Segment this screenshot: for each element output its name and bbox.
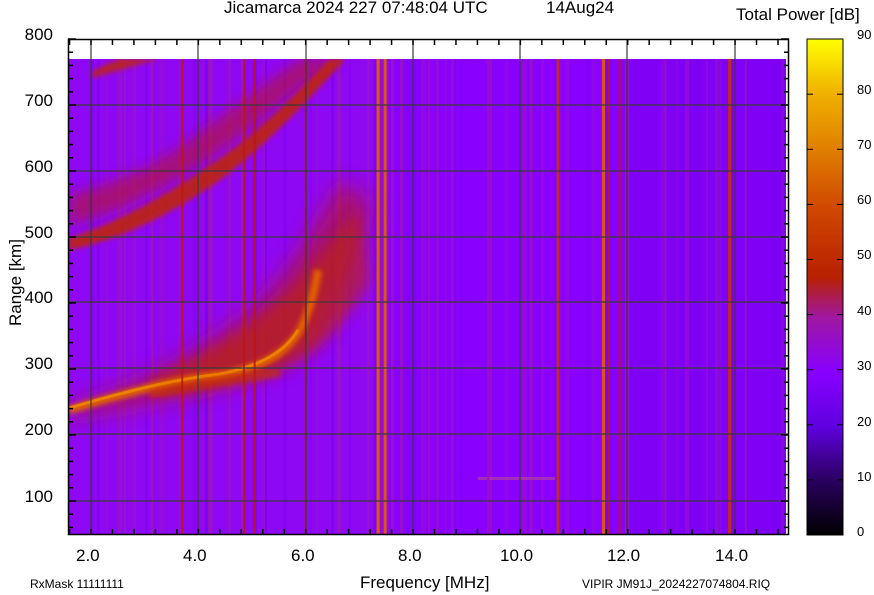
colorbar-tick-label: 50	[857, 247, 872, 262]
colorbar-tick-label: 10	[857, 469, 872, 484]
colorbar-tick-label: 90	[857, 27, 872, 42]
x-tick-label: 6.0	[291, 546, 315, 565]
colorbar-tick-label: 60	[857, 192, 872, 207]
x-axis-label: Frequency [MHz]	[360, 573, 490, 592]
y-tick-label: 300	[24, 354, 53, 373]
chart-date: 14Aug24	[546, 0, 615, 17]
y-tick-label: 100	[24, 487, 53, 506]
x-tick-label: 10.0	[500, 546, 534, 565]
axis-ticks	[68, 38, 789, 535]
y-tick-label: 800	[24, 25, 53, 44]
colorbar-tick-label: 80	[857, 82, 872, 97]
y-tick-label: 200	[24, 420, 53, 439]
y-tick-label: 600	[24, 157, 53, 176]
colorbar-tick-label: 0	[857, 524, 865, 539]
x-tick-label: 2.0	[76, 546, 100, 565]
heatmap	[69, 59, 786, 535]
x-tick-label: 4.0	[183, 546, 207, 565]
rxmask-label: RxMask 11111111	[30, 577, 124, 591]
filename-label: VIPIR JM91J_2024227074804.RIQ	[582, 577, 771, 591]
y-tick-label: 400	[24, 288, 53, 307]
chart-title: Jicamarca 2024 227 07:48:04 UTC	[224, 0, 488, 17]
y-tick-label: 500	[24, 223, 53, 242]
x-tick-label: 14.0	[715, 546, 749, 565]
colorbar-tick-label: 40	[857, 303, 872, 318]
colorbar-title: Total Power [dB]	[736, 5, 860, 24]
x-tick-label: 12.0	[607, 546, 641, 565]
colorbar-tick-label: 20	[857, 414, 872, 429]
grid-lines	[69, 40, 788, 534]
colorbar-tick-label: 70	[857, 137, 872, 152]
plot-frame	[67, 38, 790, 536]
colorbar-tick-label: 30	[857, 358, 872, 373]
colorbar	[806, 38, 844, 536]
y-tick-label: 700	[24, 91, 53, 110]
colorbar-ticks	[807, 93, 843, 481]
x-tick-label: 8.0	[398, 546, 422, 565]
